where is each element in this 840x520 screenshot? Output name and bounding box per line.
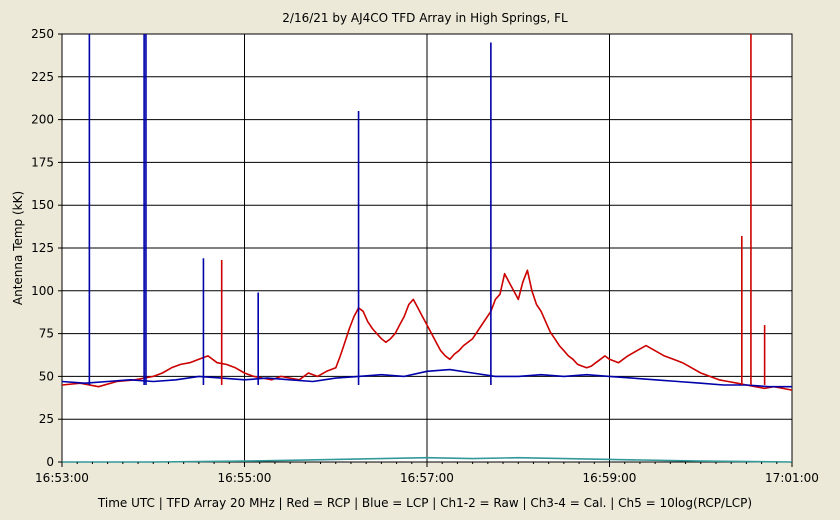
x-tick-label: 16:53:00 [35,471,89,485]
x-tick-label: 16:55:00 [218,471,272,485]
y-tick-label: 0 [46,455,54,469]
y-tick-label: 225 [31,70,54,84]
y-tick-label: 250 [31,27,54,41]
y-tick-label: 25 [39,412,54,426]
grid-lines [62,34,792,462]
y-tick-label: 175 [31,155,54,169]
y-tick-label: 125 [31,241,54,255]
series-line-2 [62,456,793,463]
x-tick-label: 16:57:00 [400,471,454,485]
axis-labels-layer: 0 25 50 75 100 125 150 175 200 225 250 16:53:00 16:5… [31,27,819,485]
y-axis-label: Antenna Temp (kK) [11,191,25,305]
y-tick-label: 50 [39,369,54,383]
y-tick-label: 75 [39,327,54,341]
x-tick-label: 16:59:00 [583,471,637,485]
series-line-1 [61,368,792,388]
chart-title: 2/16/21 by AJ4CO TFD Array in High Sprin… [282,11,568,25]
x-tick-label: 17:01:00 [765,471,819,485]
y-tick-label: 100 [31,284,54,298]
data-series-layer [61,34,793,463]
x-axis-label: Time UTC | TFD Array 20 MHz | Red = RCP … [97,496,752,510]
y-tick-label: 150 [31,198,54,212]
y-tick-label: 200 [31,113,54,127]
